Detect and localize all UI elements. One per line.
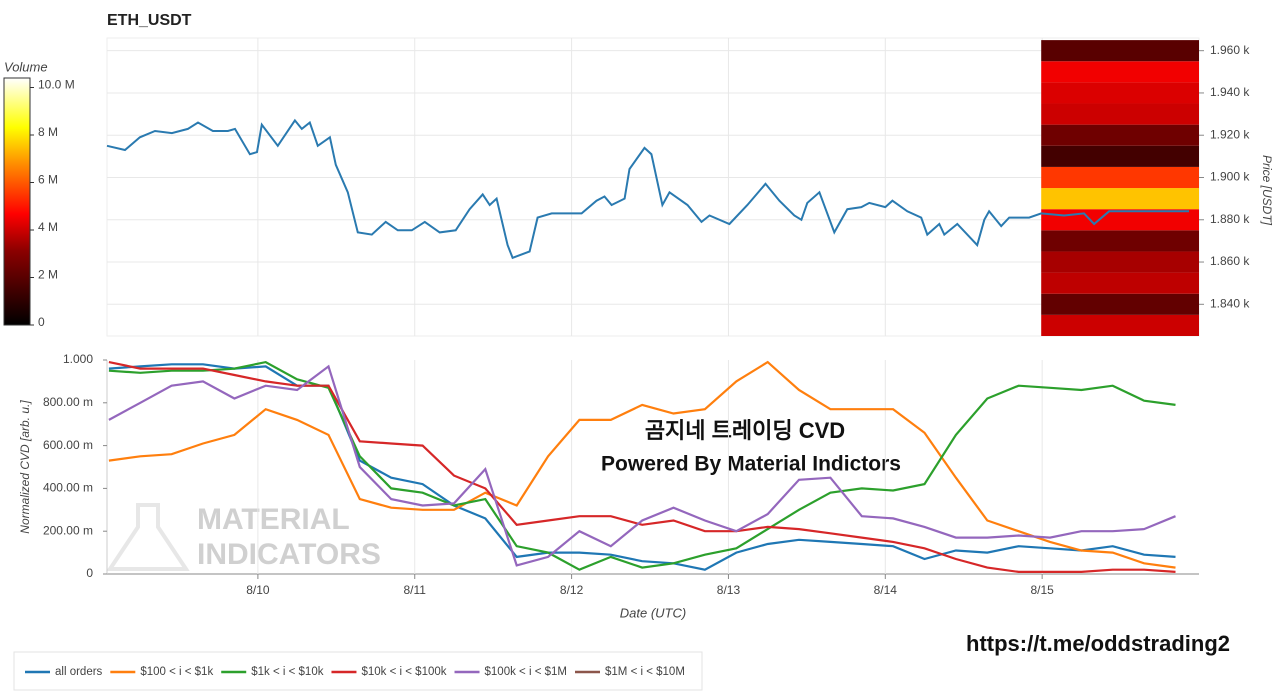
x-tick-label: 8/10 (246, 583, 270, 597)
cvd-line (108, 363, 1176, 571)
colorbar (3, 77, 31, 326)
heatmap-cell (1041, 188, 1199, 210)
y-tick-label: 1.000 (63, 352, 93, 366)
heatmap-cell (1041, 145, 1199, 167)
heatmap-cell (1041, 166, 1199, 189)
x-tick-label: 8/11 (404, 583, 427, 597)
colorbar-tick-label: 6 M (38, 173, 58, 187)
y-axis-label: Normalized CVD [arb. u.] (18, 400, 32, 534)
heatmap-cell (1041, 40, 1199, 62)
y-tick-label: 0 (86, 566, 93, 580)
y-tick-label: 1.920 k (1210, 127, 1250, 141)
colorbar-tick-label: 10.0 M (38, 78, 75, 92)
y-tick-label: 1.960 k (1210, 43, 1250, 57)
colorbar-label: Volume (4, 59, 48, 74)
x-tick-label: 8/15 (1030, 583, 1054, 597)
heatmap-cell (1041, 124, 1199, 146)
heatmap-cell (1041, 293, 1199, 315)
legend-label: $100 < i < $1k (140, 666, 213, 678)
price-line (106, 118, 1189, 260)
y-tick-label: 1.840 k (1210, 296, 1250, 310)
watermark-icon (106, 503, 190, 571)
legend-label: $1k < i < $10k (251, 666, 323, 678)
y-tick-label: 1.940 k (1210, 85, 1250, 99)
colorbar-tick-label: 0 (38, 315, 45, 329)
colorbar-tick-label: 8 M (38, 125, 58, 139)
heatmap-cell (1041, 103, 1199, 125)
x-tick-label: 8/14 (874, 583, 898, 597)
footer-url: https://t.me/oddstrading2 (966, 631, 1230, 656)
heatmap-cell (1041, 82, 1199, 104)
plot-area (106, 37, 1200, 337)
cvd-line (108, 360, 1176, 569)
x-tick-label: 8/13 (717, 583, 741, 597)
y-tick-label: 800.00 m (43, 395, 93, 409)
heatmap-cell (1041, 61, 1199, 83)
watermark: MATERIAL (197, 503, 350, 536)
y-tick-label: 600.00 m (43, 438, 93, 452)
legend-label: $10k < i < $100k (361, 666, 446, 678)
cvd-line (108, 364, 1176, 567)
legend-label: $1M < i < $10M (605, 666, 685, 678)
annotation: 곰지네 트레이딩 CVD (645, 418, 845, 443)
y-axis-label: Price [USDT] (1260, 155, 1274, 226)
heatmap-cell (1041, 251, 1199, 273)
x-axis-label: Date (UTC) (620, 605, 686, 620)
y-tick-label: 1.880 k (1210, 212, 1250, 226)
colorbar-tick-label: 2 M (38, 268, 58, 282)
y-tick-label: 400.00 m (43, 481, 93, 495)
heatmap-cell (1041, 209, 1199, 231)
colorbar-tick-label: 4 M (38, 220, 58, 234)
cvd-line (108, 360, 1176, 571)
y-tick-label: 1.900 k (1210, 170, 1250, 184)
watermark: INDICATORS (197, 538, 381, 571)
annotation: Powered By Material Indictors (601, 453, 901, 476)
heatmap-cell (1041, 272, 1199, 294)
chart-title: ETH_USDT (107, 12, 192, 29)
legend-label: all orders (55, 666, 103, 678)
y-tick-label: 1.860 k (1210, 254, 1250, 268)
heatmap-cell (1041, 230, 1199, 252)
x-tick-label: 8/12 (560, 583, 584, 597)
y-tick-label: 200.00 m (43, 523, 93, 537)
heatmap-cell (1041, 314, 1199, 336)
legend-label: $100k < i < $1M (485, 666, 567, 678)
cvd-line (108, 361, 1176, 573)
